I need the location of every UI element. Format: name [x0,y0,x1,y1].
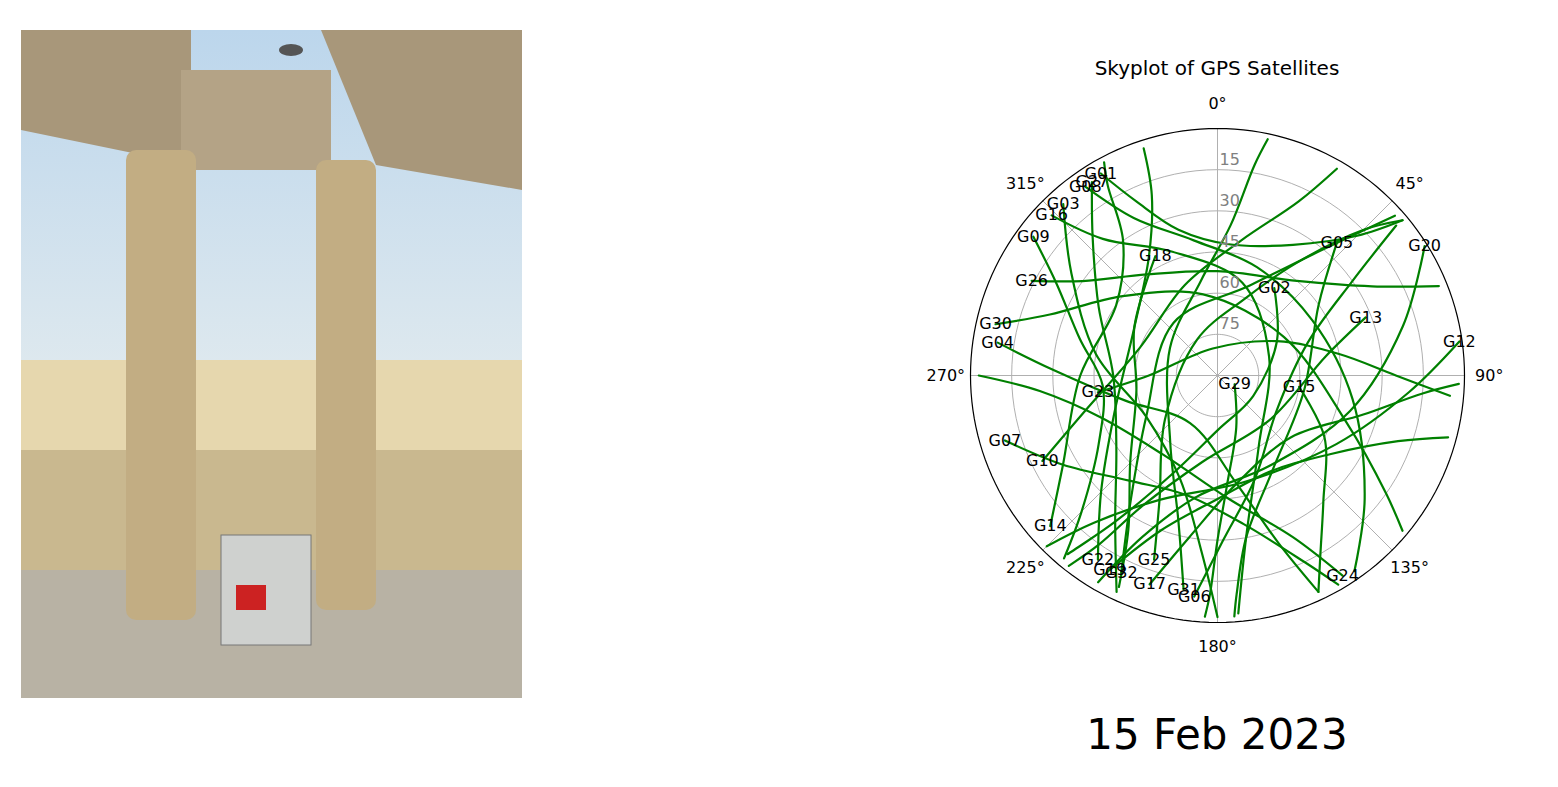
svg-text:G18: G18 [1139,246,1172,265]
svg-text:G20: G20 [1408,236,1441,255]
svg-text:15: 15 [1220,150,1240,169]
svg-text:G08: G08 [1069,177,1102,196]
html-text:15 Feb 2023: 15 Feb 2023 [1086,710,1348,759]
svg-text:G10: G10 [1026,451,1059,470]
svg-text:G30: G30 [979,314,1012,333]
svg-text:60: 60 [1220,273,1240,292]
svg-text:135°: 135° [1390,558,1429,577]
svg-text:0°: 0° [1208,94,1226,113]
svg-text:G14: G14 [1034,516,1067,535]
html-text:Skyplot of GPS Satellites: Skyplot of GPS Satellites [1094,56,1340,80]
svg-text:75: 75 [1220,314,1240,333]
svg-text:G24: G24 [1326,566,1359,585]
svg-text:G02: G02 [1258,278,1291,297]
svg-text:G29: G29 [1218,374,1251,393]
svg-text:G07: G07 [989,431,1022,450]
svg-text:45°: 45° [1395,173,1423,192]
svg-text:G05: G05 [1320,233,1353,252]
svg-text:G16: G16 [1035,205,1068,224]
svg-text:315°: 315° [1006,173,1045,192]
svg-text:270°: 270° [927,366,966,385]
svg-text:45: 45 [1220,232,1240,251]
svg-text:G23: G23 [1082,382,1115,401]
svg-text:180°: 180° [1198,637,1237,656]
svg-text:G25: G25 [1138,550,1171,569]
svg-text:90°: 90° [1475,366,1503,385]
svg-text:G26: G26 [1015,271,1048,290]
svg-text:G06: G06 [1178,587,1211,606]
svg-text:G32: G32 [1104,563,1138,582]
svg-text:G03: G03 [1046,194,1080,214]
svg-text:G12: G12 [1443,332,1476,351]
svg-text:225°: 225° [1006,558,1045,577]
svg-text:G15: G15 [1283,377,1316,396]
svg-text:30: 30 [1220,191,1240,210]
svg-text:G13: G13 [1349,308,1382,327]
svg-text:G04: G04 [981,333,1014,352]
svg-text:G09: G09 [1017,227,1050,246]
svg-text:G17: G17 [1133,574,1166,593]
